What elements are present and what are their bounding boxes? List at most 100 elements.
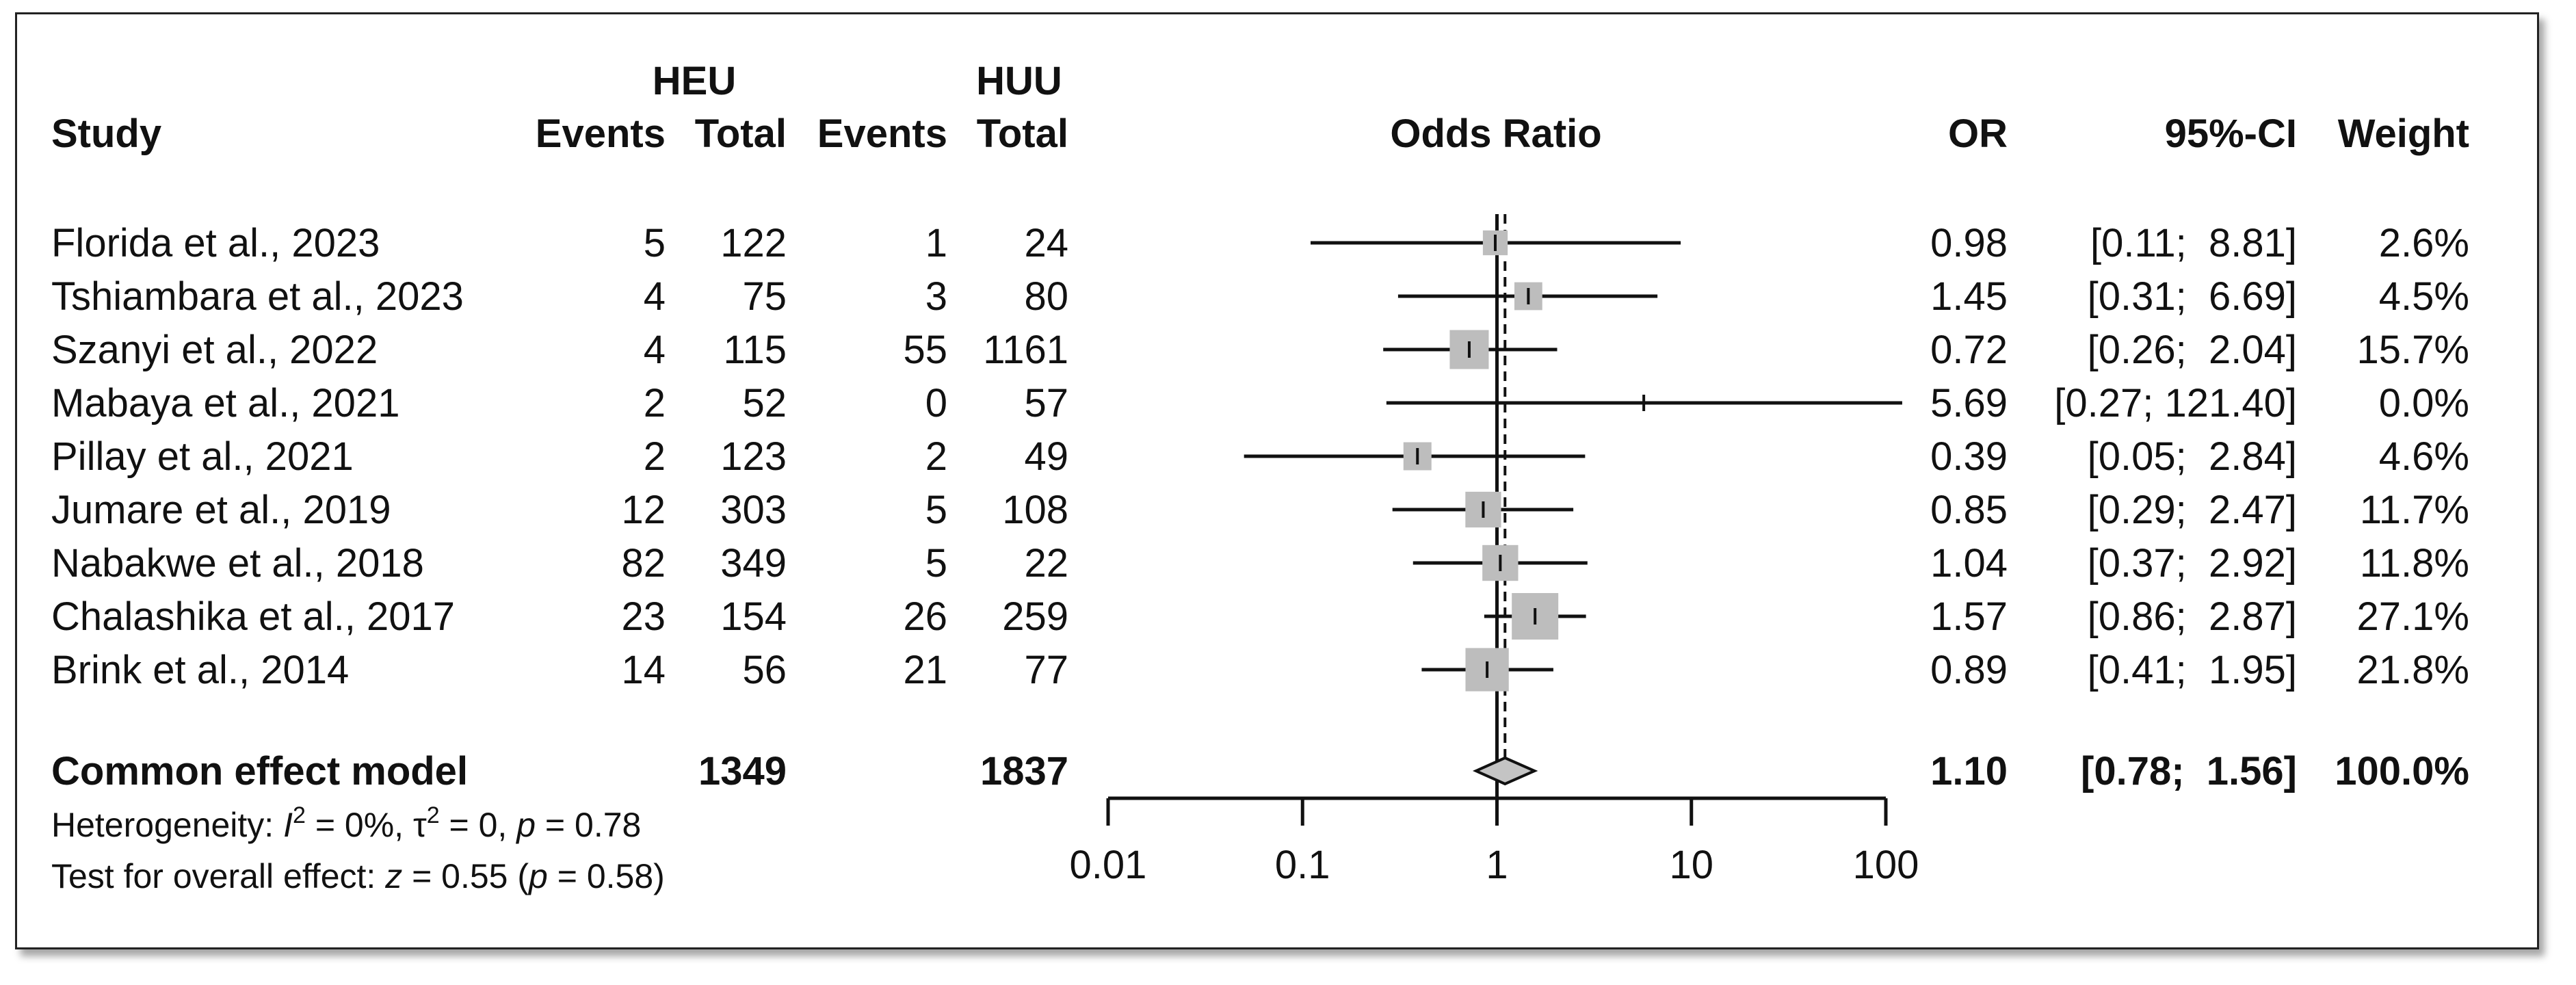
huu-events: 2 — [925, 434, 947, 479]
ci-value: [0.41; 1.95] — [2088, 648, 2297, 692]
huu-events: 1 — [925, 221, 947, 265]
or-value: 0.85 — [1930, 488, 2008, 532]
huu-total: 22 — [1024, 541, 1068, 586]
header-heu: HEU — [653, 59, 736, 103]
table-row: Pillay et al., 2021 2 123 2 49 0.39 [0.05; 2.8… — [51, 434, 2469, 479]
study-rows: Florida et al., 2023 5 122 1 24 0.98 [0.11; 8.… — [51, 221, 2469, 692]
study-name: Brink et al., 2014 — [51, 648, 349, 692]
heu-total: 52 — [742, 381, 787, 425]
huu-events: 5 — [925, 488, 947, 532]
header-odds-ratio: Odds Ratio — [1390, 111, 1601, 156]
heu-events: 23 — [621, 594, 666, 639]
heu-events: 4 — [644, 328, 666, 372]
table-row: Mabaya et al., 2021 2 52 0 57 5.69 [0.27; 121.… — [51, 381, 2469, 425]
weight-value: 4.5% — [2379, 274, 2469, 319]
summary-or: 1.10 — [1930, 749, 2008, 793]
heu-events: 4 — [644, 274, 666, 319]
or-value: 0.89 — [1930, 648, 2008, 692]
ci-value: [0.26; 2.04] — [2088, 328, 2297, 372]
heu-events: 2 — [644, 381, 666, 425]
header-huu: HUU — [976, 59, 1062, 103]
table-row: Nabakwe et al., 2018 82 349 5 22 1.04 [0.37; 2… — [51, 541, 2469, 586]
heu-events: 82 — [621, 541, 666, 586]
study-name: Florida et al., 2023 — [51, 221, 380, 265]
or-value: 1.04 — [1930, 541, 2008, 586]
weight-value: 21.8% — [2357, 648, 2469, 692]
ci-value: [0.11; 8.81] — [2090, 221, 2297, 265]
heterogeneity-text: Heterogeneity: I2 = 0%, τ2 = 0, p = 0.78 — [51, 802, 641, 844]
weight-value: 0.0% — [2379, 381, 2469, 425]
plot-area: 0.01 0.1 1 10 100 — [1070, 214, 1919, 887]
header-heu-events: Events — [536, 111, 666, 156]
study-name: Pillay et al., 2021 — [51, 434, 354, 479]
huu-events: 5 — [925, 541, 947, 586]
weight-value: 11.7% — [2360, 488, 2469, 532]
summary-diamond — [1472, 756, 1538, 786]
header-huu-total: Total — [977, 111, 1068, 156]
summary-huu-total: 1837 — [980, 749, 1068, 793]
x-tick-label: 10 — [1669, 843, 1713, 887]
table-row: Florida et al., 2023 5 122 1 24 0.98 [0.11; 8.… — [51, 221, 2469, 265]
ci-value: [0.05; 2.84] — [2088, 434, 2297, 479]
x-tick-label: 1 — [1486, 843, 1508, 887]
huu-total: 57 — [1024, 381, 1068, 425]
weight-value: 4.6% — [2379, 434, 2469, 479]
summary-row: Common effect model 1349 1837 1.10 [0.78… — [51, 749, 2469, 793]
x-tick-label: 0.1 — [1275, 843, 1330, 887]
huu-total: 24 — [1024, 221, 1068, 265]
huu-total: 49 — [1024, 434, 1068, 479]
ci-value: [0.37; 2.92] — [2088, 541, 2297, 586]
header-ci: 95%-CI — [2165, 111, 2297, 156]
study-name: Mabaya et al., 2021 — [51, 381, 399, 425]
weight-value: 11.8% — [2360, 541, 2469, 586]
huu-total: 259 — [1002, 594, 1068, 639]
table-row: Tshiambara et al., 2023 4 75 3 80 1.45 [0.31; … — [51, 274, 2469, 319]
study-name: Nabakwe et al., 2018 — [51, 541, 424, 586]
heu-total: 115 — [724, 328, 787, 372]
header-or: OR — [1948, 111, 2008, 156]
x-tick-label: 0.01 — [1070, 843, 1147, 887]
ci-value: [0.29; 2.47] — [2088, 488, 2297, 532]
or-value: 5.69 — [1930, 381, 2008, 425]
header-study: Study — [51, 111, 161, 156]
weight-value: 27.1% — [2357, 594, 2469, 639]
heu-total: 75 — [742, 274, 787, 319]
study-name: Chalashika et al., 2017 — [51, 594, 455, 639]
forest-plot-frame — [15, 12, 2539, 949]
header-weight: Weight — [2338, 111, 2469, 156]
table-row: Jumare et al., 2019 12 303 5 108 0.85 [0.29; 2… — [51, 488, 2469, 532]
study-name: Szanyi et al., 2022 — [51, 328, 378, 372]
ci-value: [0.27; 121.40] — [2054, 381, 2297, 425]
ci-value: [0.86; 2.87] — [2088, 594, 2297, 639]
heu-total: 349 — [720, 541, 787, 586]
weight-value: 2.6% — [2379, 221, 2469, 265]
heu-events: 5 — [644, 221, 666, 265]
or-value: 1.57 — [1930, 594, 2008, 639]
study-name: Tshiambara et al., 2023 — [51, 274, 464, 319]
huu-events: 21 — [903, 648, 947, 692]
huu-events: 0 — [925, 381, 947, 425]
weight-value: 15.7% — [2357, 328, 2469, 372]
huu-total: 1161 — [983, 328, 1068, 372]
summary-weight: 100.0% — [2335, 749, 2469, 793]
heu-total: 56 — [742, 648, 787, 692]
heu-total: 303 — [720, 488, 787, 532]
heu-events: 12 — [621, 488, 666, 532]
study-name: Jumare et al., 2019 — [51, 488, 391, 532]
huu-total: 108 — [1002, 488, 1068, 532]
heu-total: 154 — [720, 594, 787, 639]
or-value: 0.39 — [1930, 434, 2008, 479]
summary-label: Common effect model — [51, 749, 468, 793]
header-heu-total: Total — [695, 111, 787, 156]
summary-heu-total: 1349 — [698, 749, 787, 793]
huu-total: 77 — [1024, 648, 1068, 692]
or-value: 0.98 — [1930, 221, 2008, 265]
ci-value: [0.31; 6.69] — [2088, 274, 2297, 319]
header-huu-events: Events — [817, 111, 947, 156]
heu-events: 14 — [621, 648, 666, 692]
heu-total: 122 — [720, 221, 787, 265]
huu-events: 55 — [903, 328, 947, 372]
overall-effect-text: Test for overall effect: z = 0.55 (p = 0… — [51, 857, 665, 895]
summary-ci: [0.78; 1.56] — [2081, 749, 2297, 793]
